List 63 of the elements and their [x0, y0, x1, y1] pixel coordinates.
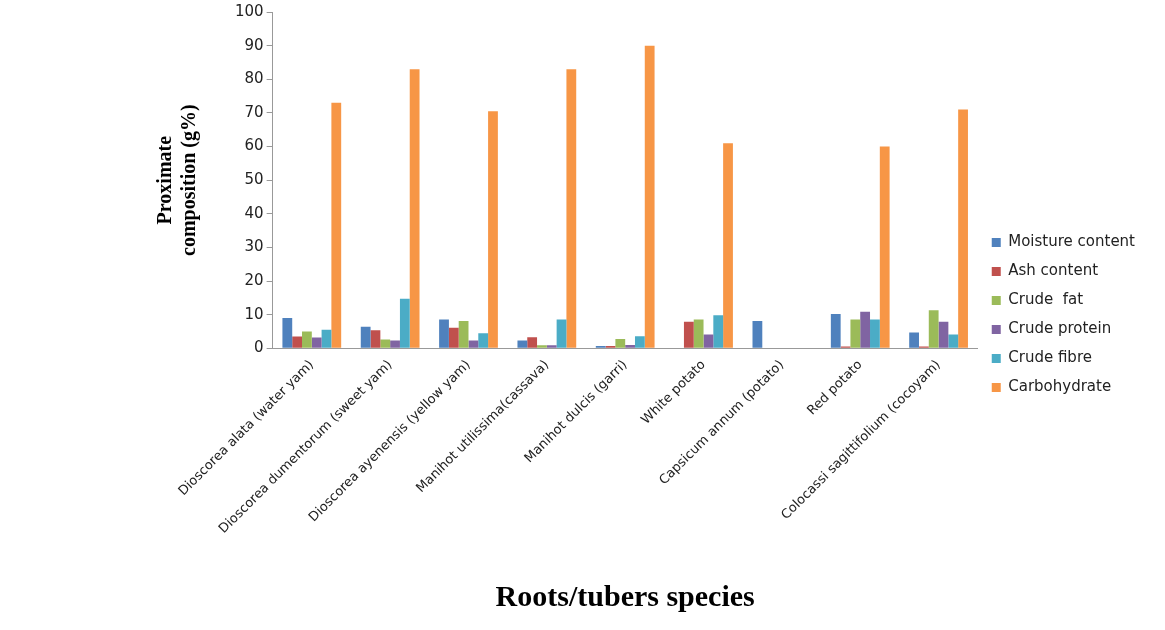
bar — [830, 314, 841, 348]
bar — [468, 340, 479, 348]
y-tick-label: 30 — [244, 237, 264, 256]
bar — [948, 334, 959, 348]
legend-label: Crude protein — [1008, 319, 1112, 338]
bar — [380, 339, 391, 348]
y-tick-label: 100 — [234, 1, 264, 20]
y-tick-label: 60 — [244, 136, 264, 155]
y-tick-label: 20 — [244, 270, 264, 289]
bar — [321, 329, 332, 348]
x-axis-title: Roots/tubers species — [495, 578, 755, 612]
bar — [752, 321, 763, 348]
bar — [634, 336, 645, 348]
bar — [938, 321, 949, 348]
bar — [928, 310, 939, 348]
bar — [458, 321, 469, 348]
legend-label: Crude fibre — [1008, 348, 1092, 367]
bar — [390, 340, 400, 348]
y-tick-label: 50 — [244, 170, 264, 189]
bar — [439, 319, 449, 348]
bar — [488, 111, 498, 348]
bar — [556, 319, 567, 348]
bar — [850, 319, 861, 348]
bar — [517, 340, 528, 348]
bar — [360, 326, 371, 348]
bar — [713, 315, 724, 348]
bar — [958, 109, 968, 348]
bar — [537, 345, 547, 348]
bar — [566, 69, 577, 348]
legend-label: Crude fat — [1008, 290, 1084, 309]
bar — [527, 337, 538, 348]
bar — [625, 344, 635, 348]
bar — [448, 327, 459, 348]
bar — [615, 338, 626, 348]
bar — [909, 332, 919, 348]
bar — [683, 321, 694, 348]
y-tick-label: 80 — [244, 69, 264, 88]
bar — [860, 311, 871, 348]
bar — [870, 319, 880, 348]
legend-label: Moisture content — [1008, 232, 1136, 251]
bar — [331, 102, 342, 348]
bar — [723, 143, 733, 348]
bar — [478, 333, 489, 348]
bar — [311, 337, 322, 348]
legend-label: Ash content — [1008, 261, 1099, 280]
bar — [399, 298, 410, 348]
y-axis-title: Proximate composition (g%) — [153, 104, 201, 256]
bar — [302, 331, 312, 348]
y-tick-label: 40 — [244, 203, 264, 222]
bar — [409, 69, 420, 348]
y-tick-label: 70 — [244, 102, 264, 121]
bar — [703, 334, 714, 348]
bar — [644, 45, 655, 348]
y-tick-label: 0 — [254, 338, 264, 357]
bar — [879, 146, 890, 348]
y-tick-label: 10 — [244, 304, 264, 323]
y-tick-label: 90 — [244, 35, 264, 54]
bar — [693, 319, 704, 348]
bar — [292, 336, 303, 348]
legend-label: Carbohydrate — [1008, 377, 1112, 396]
bar — [370, 330, 381, 348]
bar — [546, 345, 557, 348]
bar — [282, 318, 293, 348]
